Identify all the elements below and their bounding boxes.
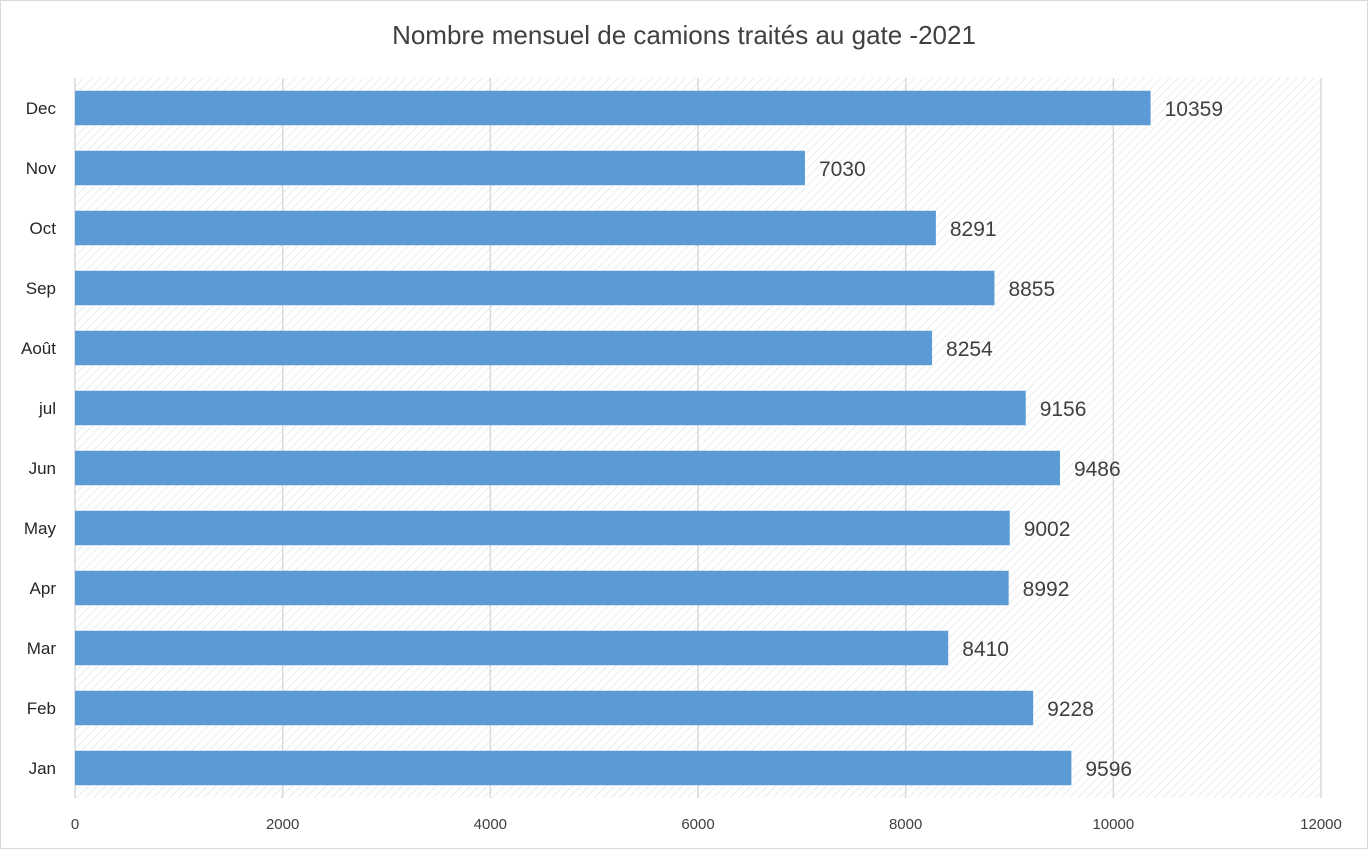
data-label: 8855 <box>1008 278 1055 301</box>
data-label: 10359 <box>1165 98 1223 121</box>
x-tick-label: 8000 <box>889 816 922 833</box>
y-category-label: Dec <box>26 99 57 118</box>
data-label: 9002 <box>1024 518 1071 541</box>
y-category-label: Mar <box>27 639 57 658</box>
y-category-label: Feb <box>27 699 56 718</box>
bar-apr <box>75 570 1009 606</box>
data-label: 8254 <box>946 338 993 361</box>
y-category-label: Apr <box>30 579 57 598</box>
bar-nov <box>75 150 805 186</box>
bar-mar <box>75 630 949 666</box>
y-category-label: jul <box>38 399 56 418</box>
x-tick-label: 0 <box>71 816 79 833</box>
bar-jul <box>75 390 1026 426</box>
gridlines <box>74 78 1322 798</box>
y-category-label: Jan <box>29 759 56 778</box>
bar-feb <box>75 690 1034 726</box>
bar-jun <box>75 450 1060 486</box>
data-label: 9486 <box>1074 458 1121 481</box>
data-label: 9228 <box>1047 698 1094 721</box>
bar-sep <box>75 270 995 306</box>
x-tick-label: 10000 <box>1092 816 1134 833</box>
bar-may <box>75 510 1010 546</box>
data-label: 9156 <box>1040 398 1087 421</box>
y-category-label: Oct <box>30 219 57 238</box>
bars <box>75 90 1151 786</box>
labels: 0 2000 4000 6000 8000 10000 12000 Jan 9596 Feb 922… <box>21 98 1342 833</box>
y-category-label: Sep <box>26 279 56 298</box>
y-category-label: Jun <box>29 459 56 478</box>
y-category-label: Août <box>21 339 56 358</box>
data-label: 7030 <box>819 158 866 181</box>
bar-jan <box>75 750 1072 786</box>
y-category-label: Nov <box>26 159 57 178</box>
bar-dec <box>75 90 1151 126</box>
x-tick-label: 4000 <box>474 816 507 833</box>
data-label: 8410 <box>962 638 1009 661</box>
x-tick-label: 2000 <box>266 816 299 833</box>
y-category-label: May <box>24 519 57 538</box>
data-label: 8291 <box>950 218 997 241</box>
data-label: 8992 <box>1023 578 1070 601</box>
bar-août <box>75 330 933 366</box>
x-tick-label: 6000 <box>681 816 714 833</box>
data-label: 9596 <box>1085 758 1132 781</box>
bar-oct <box>75 210 936 246</box>
x-tick-label: 12000 <box>1300 816 1342 833</box>
chart-title: Nombre mensuel de camions traités au gat… <box>392 20 976 50</box>
